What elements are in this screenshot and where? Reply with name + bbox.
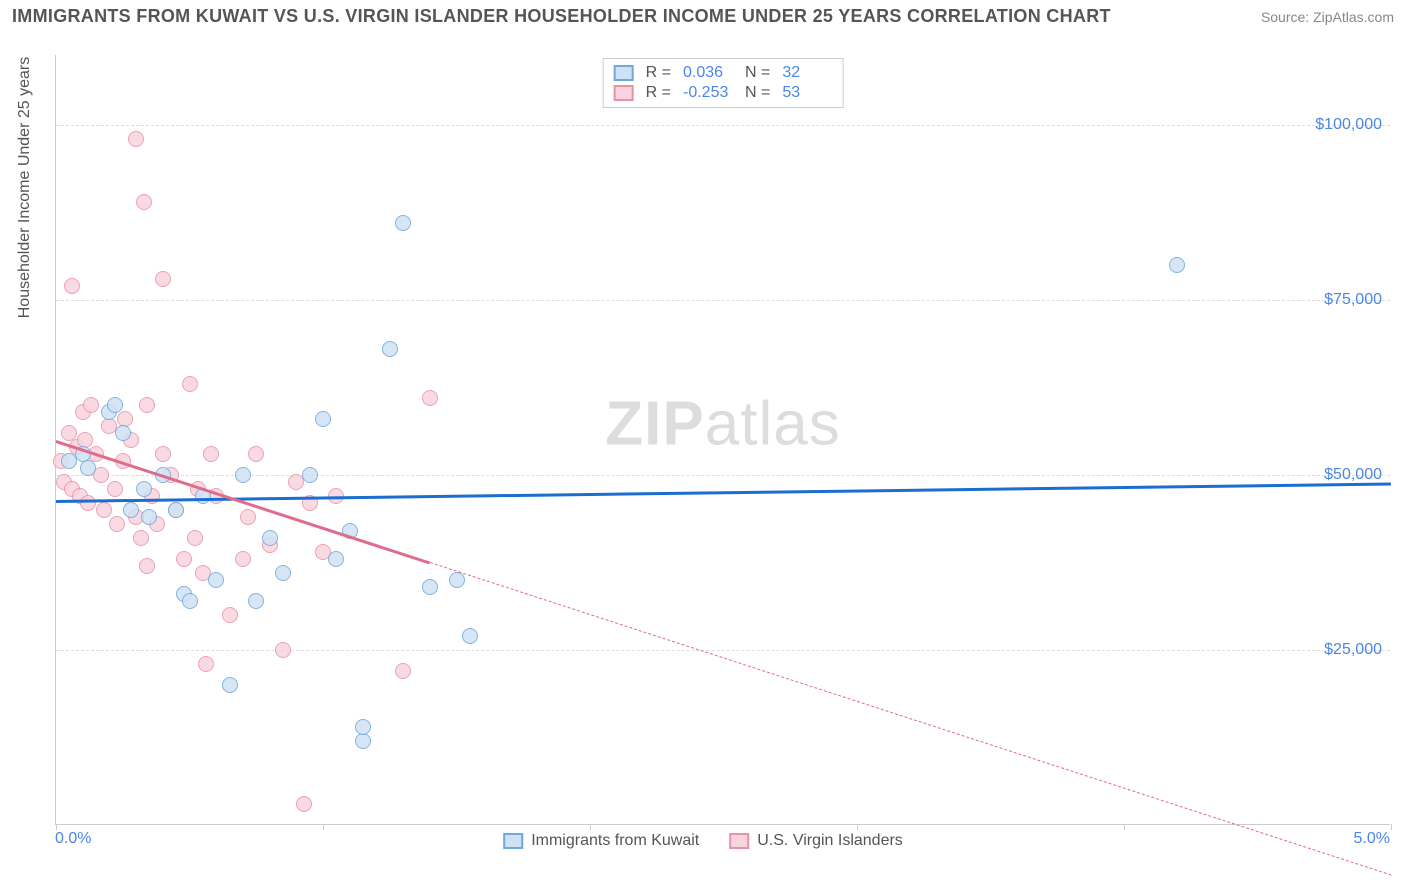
stat-r-value: 0.036 — [683, 64, 733, 82]
scatter-point — [382, 341, 398, 357]
stat-n-label: N = — [745, 84, 770, 102]
trend-line-extrapolated — [430, 562, 1391, 875]
scatter-point — [107, 397, 123, 413]
scatter-point — [235, 551, 251, 567]
scatter-point — [115, 425, 131, 441]
scatter-point — [240, 509, 256, 525]
y-tick-label: $100,000 — [1315, 116, 1382, 134]
trend-line — [56, 482, 1391, 502]
series-swatch — [614, 85, 634, 101]
legend-label: U.S. Virgin Islanders — [757, 832, 903, 850]
scatter-point — [422, 390, 438, 406]
scatter-point — [187, 530, 203, 546]
series-swatch — [614, 65, 634, 81]
stat-n-value: 32 — [782, 64, 832, 82]
scatter-point — [395, 215, 411, 231]
watermark: ZIPatlas — [605, 389, 840, 460]
gridline — [56, 475, 1390, 476]
scatter-point — [222, 607, 238, 623]
scatter-point — [155, 446, 171, 462]
scatter-point — [208, 572, 224, 588]
trend-line — [56, 440, 431, 564]
stat-n-value: 53 — [782, 84, 832, 102]
scatter-point — [83, 397, 99, 413]
scatter-point — [182, 593, 198, 609]
y-tick-label: $50,000 — [1324, 466, 1382, 484]
scatter-point — [155, 271, 171, 287]
stat-r-label: R = — [646, 64, 671, 82]
scatter-point — [123, 502, 139, 518]
x-axis-min-label: 0.0% — [55, 830, 91, 848]
scatter-point — [203, 446, 219, 462]
y-tick-label: $25,000 — [1324, 641, 1382, 659]
stat-r-value: -0.253 — [683, 84, 733, 102]
gridline — [56, 125, 1390, 126]
stats-legend-box: R = 0.036 N = 32 R = -0.253 N = 53 — [603, 58, 844, 108]
legend-item: U.S. Virgin Islanders — [729, 832, 903, 850]
scatter-point — [422, 579, 438, 595]
y-axis-title: Householder Income Under 25 years — [16, 57, 34, 318]
scatter-point — [168, 502, 184, 518]
scatter-point — [262, 530, 278, 546]
scatter-point — [248, 593, 264, 609]
scatter-point — [275, 565, 291, 581]
scatter-point — [248, 446, 264, 462]
scatter-point — [80, 460, 96, 476]
scatter-point — [107, 481, 123, 497]
scatter-point — [275, 642, 291, 658]
scatter-point — [296, 796, 312, 812]
gridline — [56, 650, 1390, 651]
scatter-point — [355, 733, 371, 749]
x-tick — [1391, 824, 1392, 830]
scatter-point — [462, 628, 478, 644]
scatter-chart: ZIPatlas R = 0.036 N = 32 R = -0.253 N = 53 $25… — [55, 55, 1390, 825]
legend-label: Immigrants from Kuwait — [531, 832, 699, 850]
scatter-point — [141, 509, 157, 525]
scatter-point — [182, 376, 198, 392]
scatter-point — [198, 656, 214, 672]
scatter-point — [315, 411, 331, 427]
scatter-point — [64, 278, 80, 294]
legend-swatch — [729, 833, 749, 849]
scatter-point — [235, 467, 251, 483]
legend-item: Immigrants from Kuwait — [503, 832, 699, 850]
bottom-legend: Immigrants from Kuwait U.S. Virgin Island… — [503, 832, 903, 850]
scatter-point — [136, 481, 152, 497]
scatter-point — [449, 572, 465, 588]
stats-row: R = 0.036 N = 32 — [614, 63, 833, 83]
scatter-point — [136, 194, 152, 210]
legend-swatch — [503, 833, 523, 849]
scatter-point — [1169, 257, 1185, 273]
scatter-point — [395, 663, 411, 679]
y-tick-label: $75,000 — [1324, 291, 1382, 309]
source-label: Source: ZipAtlas.com — [1261, 9, 1394, 25]
scatter-point — [109, 516, 125, 532]
scatter-point — [222, 677, 238, 693]
scatter-point — [176, 551, 192, 567]
scatter-point — [133, 530, 149, 546]
scatter-point — [355, 719, 371, 735]
stats-row: R = -0.253 N = 53 — [614, 83, 833, 103]
scatter-point — [96, 502, 112, 518]
x-axis-max-label: 5.0% — [1354, 830, 1390, 848]
scatter-point — [128, 131, 144, 147]
scatter-point — [80, 495, 96, 511]
scatter-point — [139, 397, 155, 413]
scatter-point — [302, 467, 318, 483]
scatter-point — [139, 558, 155, 574]
stat-n-label: N = — [745, 64, 770, 82]
scatter-point — [328, 551, 344, 567]
chart-title: IMMIGRANTS FROM KUWAIT VS U.S. VIRGIN IS… — [12, 6, 1111, 27]
gridline — [56, 300, 1390, 301]
stat-r-label: R = — [646, 84, 671, 102]
